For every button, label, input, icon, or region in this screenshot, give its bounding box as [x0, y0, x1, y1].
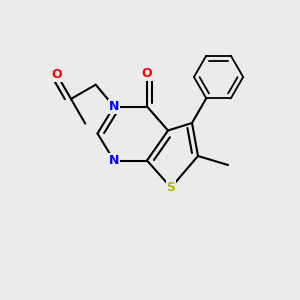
Text: N: N: [109, 154, 119, 167]
Text: O: O: [51, 68, 62, 81]
Text: S: S: [167, 181, 176, 194]
Text: N: N: [109, 100, 119, 113]
Text: O: O: [142, 67, 152, 80]
